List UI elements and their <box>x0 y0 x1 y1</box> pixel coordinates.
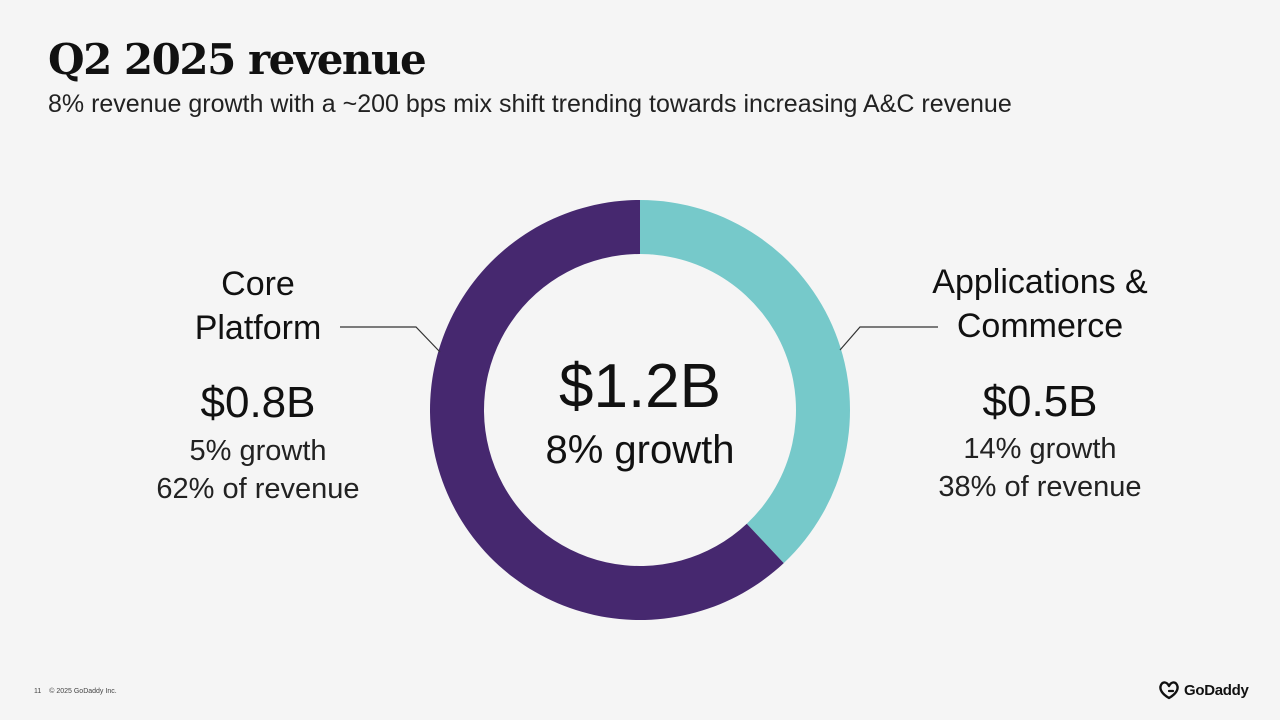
applications-commerce-label: Applications & Commerce <box>900 260 1180 348</box>
applications-commerce-share: 38% of revenue <box>938 471 1142 503</box>
leader-line-applications-commerce <box>839 326 938 351</box>
total-revenue-growth: 8% growth <box>545 428 735 472</box>
copyright-text: © 2025 GoDaddy Inc. <box>49 688 117 695</box>
total-revenue-value: $1.2B <box>558 352 722 421</box>
page-title: Q2 2025 revenue <box>48 35 427 84</box>
godaddy-logo: GoDaddy <box>1158 680 1249 700</box>
applications-commerce-details: 14% growth 38% of revenue <box>890 430 1190 506</box>
core-platform-growth: 5% growth <box>189 435 327 467</box>
godaddy-logo-text: GoDaddy <box>1184 681 1249 699</box>
core-platform-revenue: $0.8B <box>200 378 316 427</box>
applications-commerce-revenue: $0.5B <box>982 377 1098 426</box>
core-platform-label: Core Platform <box>128 262 388 350</box>
page-number: 11 <box>34 688 42 695</box>
applications-commerce-label-line-1: Applications & <box>932 263 1148 301</box>
footer: 11 © 2025 GoDaddy Inc. <box>34 688 123 695</box>
godaddy-logo-icon <box>1159 681 1179 700</box>
core-platform-label-line-2: Platform <box>194 309 322 347</box>
page-subtitle: 8% revenue growth with a ~200 bps mix sh… <box>48 90 1012 118</box>
core-platform-share: 62% of revenue <box>156 473 360 505</box>
core-platform-details: 5% growth 62% of revenue <box>108 432 408 508</box>
leader-line-core-platform <box>340 326 441 353</box>
applications-commerce-label-line-2: Commerce <box>956 307 1124 345</box>
core-platform-label-line-1: Core <box>221 265 295 303</box>
applications-commerce-growth: 14% growth <box>963 433 1117 465</box>
donut-slice-applications-commerce <box>640 200 851 564</box>
donut-slice-core-platform <box>430 200 784 620</box>
